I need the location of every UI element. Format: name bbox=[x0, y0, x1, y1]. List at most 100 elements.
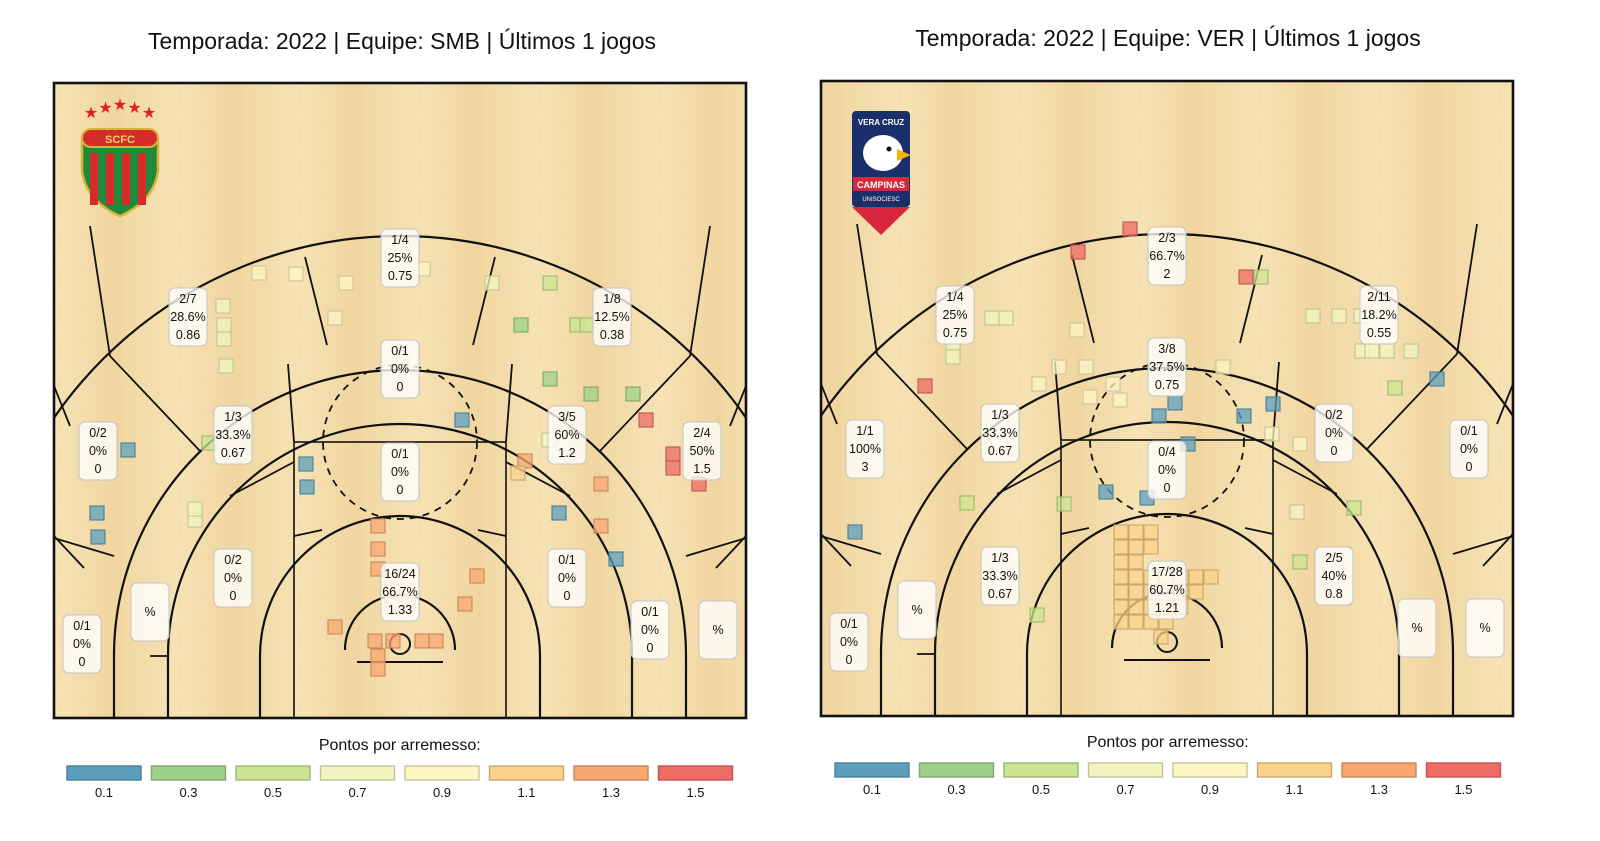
zone-divider bbox=[1452, 535, 1513, 555]
colorbar-swatch bbox=[66, 765, 142, 781]
zone-divider bbox=[689, 225, 711, 357]
zone-made-attempted: 0/4 bbox=[1158, 445, 1175, 459]
zone-label-box bbox=[1359, 285, 1399, 345]
zone-divider bbox=[876, 353, 968, 450]
shot-marker bbox=[1151, 408, 1167, 424]
zone-percentage: 0% bbox=[641, 623, 659, 637]
zone-label: 0/1 0% 0 bbox=[829, 612, 869, 672]
zone-points-per-attempt: 3 bbox=[862, 460, 869, 474]
zone-label-box bbox=[380, 562, 420, 622]
shot-marker bbox=[665, 446, 681, 462]
shot-marker bbox=[638, 412, 654, 428]
chart-title: Temporada: 2022 | Equipe: VER | Últimos … bbox=[915, 25, 1420, 51]
zone-divider bbox=[821, 383, 838, 425]
shot-marker bbox=[1105, 376, 1121, 392]
shot-marker bbox=[1128, 599, 1144, 615]
zone-points-per-attempt: 0.75 bbox=[1155, 378, 1179, 392]
zone-made-attempted: 1/3 bbox=[224, 410, 241, 424]
zone-divider bbox=[54, 537, 115, 557]
zone-percentage: 0% bbox=[391, 362, 409, 376]
crest-stripe bbox=[90, 153, 98, 205]
zone-label-box bbox=[547, 548, 587, 608]
shot-marker bbox=[1113, 569, 1129, 585]
crest-shield-icon: SCFC bbox=[80, 128, 160, 218]
zone-percentage: % bbox=[144, 605, 155, 619]
zone-percentage: 100% bbox=[849, 442, 881, 456]
zone-percentage: 28.6% bbox=[170, 310, 205, 324]
shot-marker bbox=[454, 412, 470, 428]
colorbar-swatch bbox=[834, 762, 910, 778]
zone-points-per-attempt: 0 bbox=[1331, 444, 1338, 458]
zone-made-attempted: 0/1 bbox=[391, 447, 408, 461]
shot-marker bbox=[1029, 607, 1045, 623]
colorbar-tick-label: 0.7 bbox=[348, 785, 366, 800]
zone-points-per-attempt: 0.8 bbox=[1325, 587, 1342, 601]
shot-marker bbox=[1387, 380, 1403, 396]
zone-percentage: % bbox=[1479, 621, 1490, 635]
shot-marker bbox=[215, 298, 231, 314]
zone-divider bbox=[715, 535, 746, 569]
zone-label-box bbox=[1147, 226, 1187, 286]
zone-divider bbox=[1496, 383, 1513, 425]
colorbar: Pontos por arremesso: 0.1 0.3 0.5 0.7 0.9 1.1 1… bbox=[834, 734, 1502, 797]
zone-percentage: 33.3% bbox=[982, 426, 1017, 440]
zone-label-box bbox=[592, 287, 632, 347]
colorbar-swatch bbox=[1425, 762, 1502, 778]
shot-marker bbox=[1264, 426, 1280, 442]
zone-made-attempted: 1/4 bbox=[946, 290, 963, 304]
badge-text-top: VERA CRUZ bbox=[858, 118, 904, 127]
shot-marker bbox=[1056, 496, 1072, 512]
zone-percentage: 33.3% bbox=[982, 569, 1017, 583]
zone-divider bbox=[685, 537, 746, 557]
shot-marker bbox=[218, 358, 234, 374]
zone-divider bbox=[54, 535, 85, 569]
zone-divider bbox=[472, 256, 496, 346]
zone-label-box bbox=[213, 405, 253, 465]
colorbar-swatch bbox=[918, 762, 995, 778]
free-throw-circle bbox=[322, 364, 478, 520]
shot-marker bbox=[1078, 359, 1094, 375]
zone-percentage: 50% bbox=[689, 444, 714, 458]
zone-percentage: 40% bbox=[1321, 569, 1346, 583]
shot-marker bbox=[513, 317, 529, 333]
zone-label-box bbox=[1314, 403, 1354, 463]
shot-marker bbox=[542, 371, 558, 387]
colorbar-tick-label: 0.7 bbox=[1116, 782, 1134, 797]
zone-label: 0/2 0% 0 bbox=[78, 421, 118, 481]
shot-marker bbox=[90, 529, 106, 545]
colorbar-swatch bbox=[235, 765, 311, 781]
shot-marker bbox=[1403, 343, 1419, 359]
shot-marker bbox=[370, 518, 386, 534]
shot-marker bbox=[1069, 322, 1085, 338]
mid-range-arc bbox=[933, 420, 1401, 716]
free-throw-circle bbox=[1089, 362, 1245, 518]
zone-percentage: 0% bbox=[391, 465, 409, 479]
zone-points-per-attempt: 0 bbox=[1164, 481, 1171, 495]
shot-marker bbox=[1253, 269, 1269, 285]
zone-label-box bbox=[1147, 440, 1187, 500]
zone-divider bbox=[293, 529, 323, 537]
zone-label-box bbox=[62, 614, 102, 674]
eagle-beak bbox=[897, 149, 911, 161]
zone-percentage: 66.7% bbox=[1149, 249, 1184, 263]
zone-label: % bbox=[897, 580, 937, 640]
shot-marker bbox=[1292, 554, 1308, 570]
shot-marker bbox=[1379, 343, 1395, 359]
shot-marker bbox=[608, 551, 624, 567]
colorbar-swatch bbox=[150, 765, 227, 781]
shot-marker bbox=[1082, 389, 1098, 405]
shot-marker bbox=[338, 275, 354, 291]
smb-panel: Temporada: 2022 | Equipe: SMB | Últimos … bbox=[52, 28, 748, 800]
shot-marker bbox=[1236, 408, 1252, 424]
shot-marker bbox=[1305, 308, 1321, 324]
shot-marker bbox=[457, 596, 473, 612]
colorbar-title: Pontos por arremesso: bbox=[1087, 734, 1249, 751]
zone-made-attempted: 3/5 bbox=[558, 410, 575, 424]
zone-label-box bbox=[845, 419, 885, 479]
zone-label-box bbox=[1397, 598, 1437, 658]
shot-marker bbox=[945, 349, 961, 365]
zone-made-attempted: 0/1 bbox=[73, 619, 90, 633]
zone-percentage: 0% bbox=[558, 571, 576, 585]
zone-label-box bbox=[1147, 337, 1187, 397]
